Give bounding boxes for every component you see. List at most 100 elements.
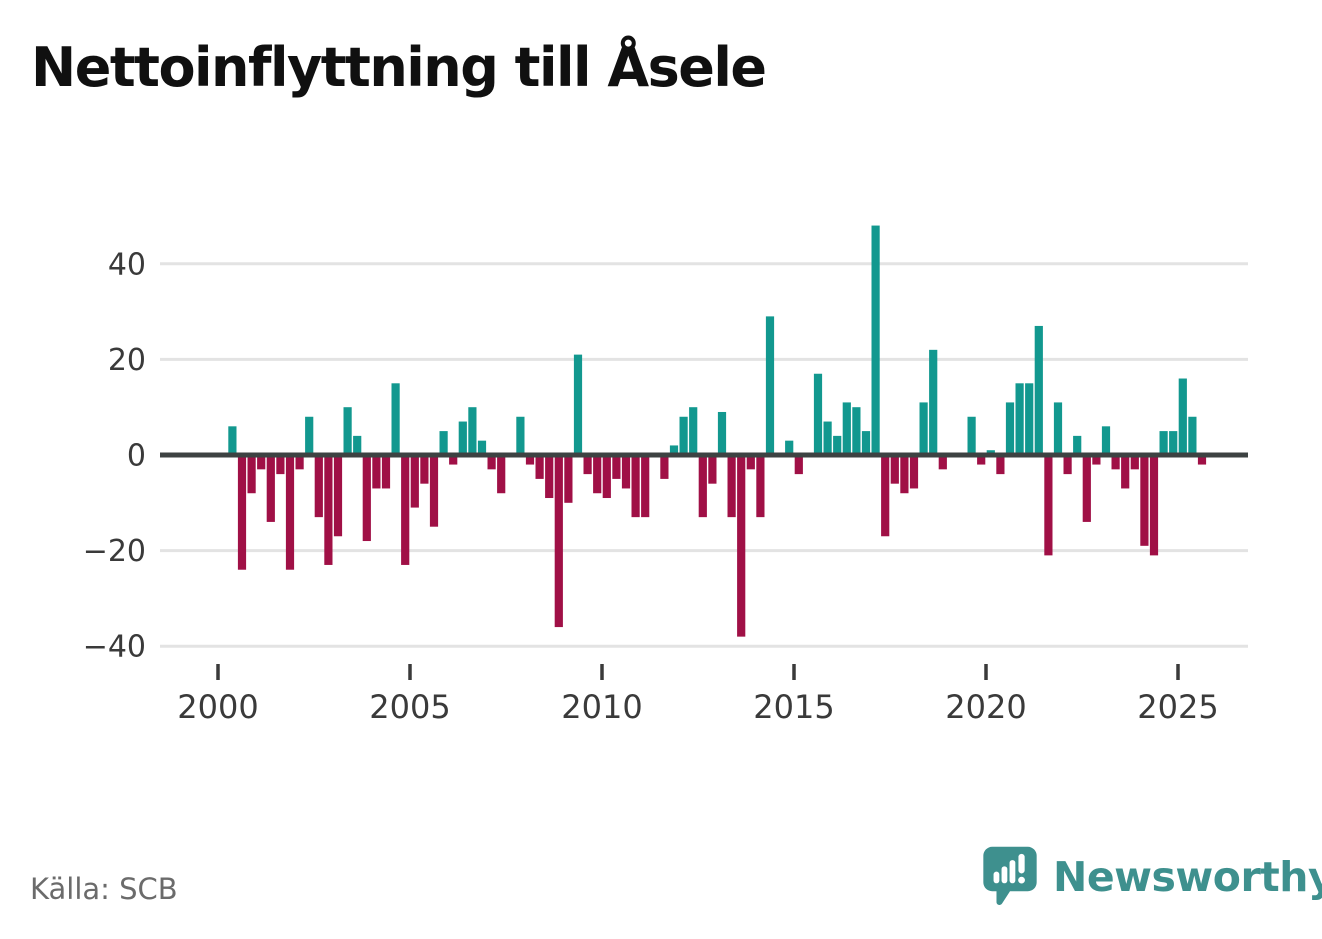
bar-2001-q3 <box>276 455 285 475</box>
bar-2005-q2 <box>420 455 429 484</box>
bar-2016-q2 <box>842 402 851 455</box>
bar-2002-q2 <box>305 416 314 455</box>
y-tick-label--20: −20 <box>83 534 146 569</box>
y-tick-label-20: 20 <box>108 343 146 378</box>
bar-2000-q4 <box>247 455 256 494</box>
bar-2022-q4 <box>1092 455 1101 465</box>
x-tick-label-2015: 2015 <box>753 688 834 726</box>
bar-2003-q1 <box>333 455 343 537</box>
bar-2018-q3 <box>929 349 938 455</box>
bar-2007-q4 <box>516 416 525 455</box>
bar-2013-q1 <box>717 411 727 455</box>
logo-bar-small <box>993 871 1000 884</box>
bar-2009-q2 <box>573 354 583 455</box>
bar-2005-q1 <box>410 455 419 508</box>
bar-2008-q3 <box>545 455 554 499</box>
bar-2018-q1 <box>909 455 919 489</box>
bar-2020-q2 <box>996 455 1005 475</box>
bar-2017-q3 <box>890 455 899 484</box>
x-tick-label-2000: 2000 <box>177 688 258 726</box>
bar-2011-q3 <box>660 455 669 479</box>
logo-bar-large <box>1009 860 1016 884</box>
bar-2012-q2 <box>689 407 698 455</box>
bar-2012-q4 <box>708 455 717 484</box>
bar-2004-q4 <box>401 455 410 565</box>
bar-2010-q4 <box>631 455 640 518</box>
bar-2006-q2 <box>458 421 467 455</box>
bar-2003-q3 <box>353 435 362 455</box>
bar-2025-q2 <box>1188 416 1197 455</box>
bar-2008-q1 <box>525 455 535 465</box>
bar-2012-q1 <box>679 416 688 455</box>
x-tick-label-2005: 2005 <box>369 688 450 726</box>
bar-2024-q2 <box>1149 455 1159 556</box>
bar-2023-q1 <box>1101 426 1111 455</box>
bar-2021-q4 <box>1053 402 1063 455</box>
x-tick-label-2025: 2025 <box>1137 688 1218 726</box>
bar-2013-q4 <box>746 455 755 470</box>
bar-2008-q2 <box>535 455 544 479</box>
bar-2018-q4 <box>938 455 947 470</box>
bar-2016-q3 <box>852 407 861 455</box>
bar-2020-q4 <box>1015 383 1024 455</box>
bar-2024-q3 <box>1159 431 1168 455</box>
newsworthy-logo: Newsworthy <box>981 845 1322 909</box>
bar-2012-q3 <box>698 455 707 518</box>
source-note: Källa: SCB <box>30 872 178 906</box>
logo-exclamation-stem <box>1018 853 1025 874</box>
bar-2004-q3 <box>391 383 400 455</box>
bar-2008-q4 <box>554 455 563 628</box>
bar-2009-q1 <box>564 455 573 503</box>
bar-2005-q3 <box>429 455 439 527</box>
bar-2007-q2 <box>497 455 506 494</box>
bar-2007-q1 <box>487 455 496 470</box>
bar-2011-q1 <box>641 455 650 518</box>
bar-2017-q4 <box>900 455 909 494</box>
bar-2015-q4 <box>823 421 832 455</box>
newsworthy-icon <box>983 846 1037 905</box>
bar-2006-q1 <box>449 455 458 465</box>
bar-2001-q2 <box>266 455 275 522</box>
bar-2017-q2 <box>881 455 890 537</box>
y-tick-label--40: −40 <box>83 630 146 665</box>
bar-2016-q4 <box>861 431 871 455</box>
bar-2022-q2 <box>1073 435 1082 455</box>
bar-2021-q2 <box>1034 325 1043 455</box>
bar-2000-q3 <box>237 455 247 570</box>
bar-2021-q3 <box>1044 455 1053 556</box>
bar-2006-q4 <box>477 440 487 455</box>
bar-2020-q3 <box>1005 402 1015 455</box>
bar-2022-q1 <box>1063 455 1072 475</box>
newsworthy-wordmark: Newsworthy <box>1053 853 1322 901</box>
bar-2019-q3 <box>967 416 976 455</box>
bar-2025-q3 <box>1197 455 1207 465</box>
bar-2010-q1 <box>602 455 611 499</box>
bar-2009-q3 <box>583 455 592 475</box>
bar-2014-q1 <box>756 455 765 518</box>
bar-2006-q3 <box>468 407 477 455</box>
bar-2011-q4 <box>669 445 679 455</box>
bar-2013-q2 <box>727 455 736 518</box>
x-tick-label-2020: 2020 <box>945 688 1026 726</box>
bar-2015-q1 <box>794 455 803 475</box>
bar-2002-q1 <box>295 455 304 470</box>
bar-2000-q2 <box>228 426 237 455</box>
bar-2004-q1 <box>372 455 381 489</box>
logo-bar-medium <box>1001 866 1008 884</box>
bar-2001-q4 <box>285 455 295 570</box>
bar-2023-q3 <box>1121 455 1130 489</box>
logo-exclamation-dot <box>1018 876 1025 884</box>
bar-2005-q4 <box>439 431 448 455</box>
bar-2009-q4 <box>593 455 602 494</box>
bar-2015-q3 <box>813 373 823 455</box>
bar-2014-q4 <box>785 440 794 455</box>
x-tick-label-2010: 2010 <box>561 688 642 726</box>
bar-2023-q2 <box>1111 455 1120 470</box>
bar-2003-q4 <box>362 455 371 542</box>
bar-2004-q2 <box>381 455 391 489</box>
bar-2003-q2 <box>343 407 352 455</box>
bar-2024-q1 <box>1140 455 1149 546</box>
bar-2024-q4 <box>1169 431 1178 455</box>
bar-2001-q1 <box>257 455 266 470</box>
